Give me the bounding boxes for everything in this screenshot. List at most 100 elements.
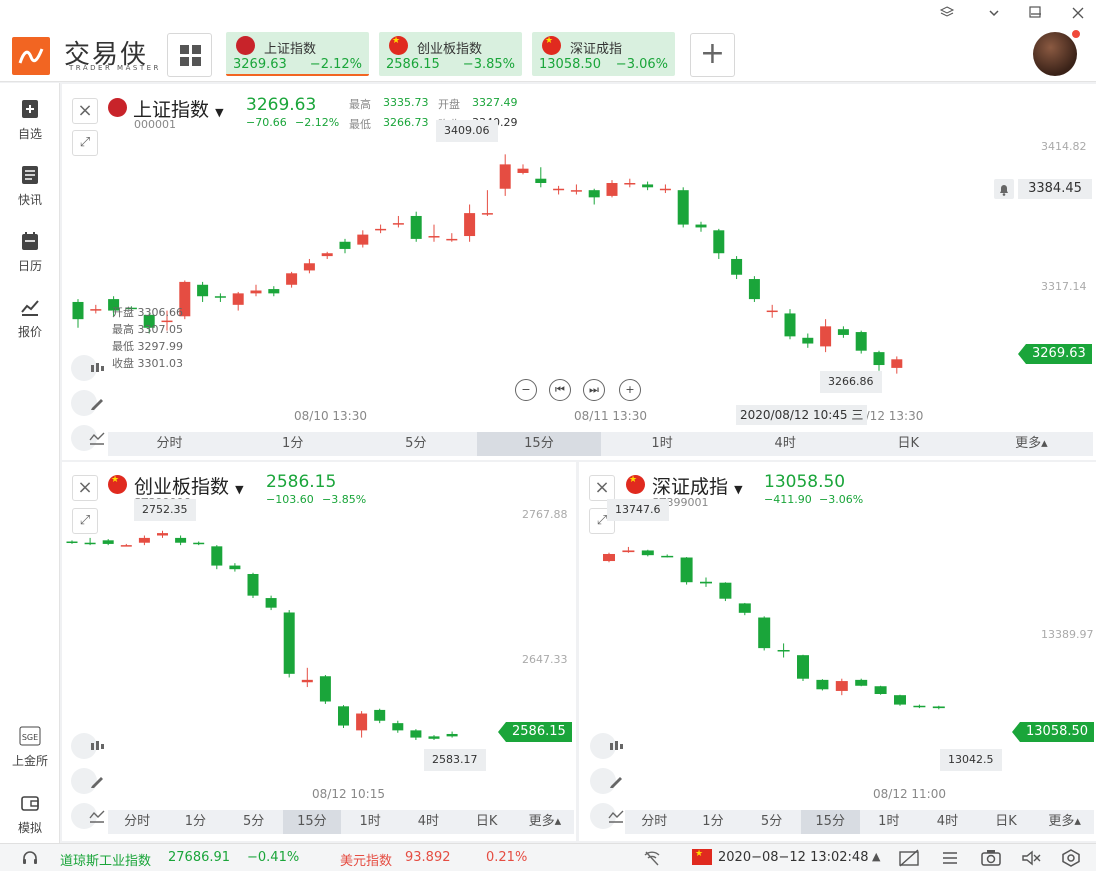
candle-body (624, 183, 636, 185)
period-tab[interactable]: 更多▴ (1015, 436, 1048, 451)
candle-body (410, 730, 422, 738)
period-tab[interactable]: 分时 (124, 814, 151, 829)
scroll-left-button[interactable]: ⏮ (549, 379, 571, 401)
period-tab[interactable]: 5分 (760, 814, 783, 829)
sidebar-item-watchlist[interactable]: 自选 (0, 99, 60, 142)
candle-body (84, 542, 96, 545)
maximize-icon[interactable] (1019, 4, 1041, 22)
period-tab[interactable]: 15分 (477, 432, 601, 456)
main-chart-panel: × ⤢ 上证指数 ▼ 000001 3269.63 −70.66 −2.12% … (62, 84, 1096, 460)
app-name: 交易侠 (64, 40, 149, 70)
period-tab[interactable]: 5分 (405, 436, 427, 451)
index-title[interactable]: 深证成指 ▼ (652, 476, 743, 498)
chevron-down-icon[interactable] (976, 4, 999, 22)
user-avatar[interactable] (1033, 32, 1077, 76)
candle-body (374, 709, 386, 721)
candle-body (232, 293, 244, 305)
period-tab[interactable]: 分时 (156, 436, 183, 451)
period-tab[interactable]: 更多▴ (1048, 814, 1081, 829)
candle-body (855, 332, 867, 351)
candle-body (891, 359, 903, 368)
candlestick-chart[interactable] (62, 84, 1096, 460)
sidebar-item-simulation[interactable]: 模拟 (0, 793, 60, 836)
sidebar-item-quotes[interactable]: 报价 (0, 297, 60, 340)
index-title[interactable]: 创业板指数 ▼ (134, 476, 244, 498)
layout-grid-button[interactable] (167, 33, 212, 77)
period-tab[interactable]: 日K (995, 814, 1017, 829)
candle (211, 545, 223, 570)
zoom-in-button[interactable]: + (619, 379, 641, 401)
period-tab[interactable]: 4时 (936, 814, 959, 829)
period-tab[interactable]: 5分 (242, 814, 265, 829)
index-pct: −3.06% (819, 493, 864, 506)
candle-body (72, 301, 84, 320)
period-tab[interactable]: 1时 (651, 436, 673, 451)
close-window-icon[interactable] (1060, 4, 1084, 22)
app-subtitle: TRADER MASTER (69, 64, 161, 72)
candle (766, 304, 778, 318)
close-panel-button[interactable]: × (589, 475, 615, 501)
period-tab[interactable]: 日K (475, 814, 498, 829)
candle-body (229, 565, 241, 570)
candlestick-chart[interactable] (579, 462, 1096, 841)
dji-pct: −0.41% (247, 850, 300, 865)
sidebar-item-news[interactable]: 快讯 (0, 165, 60, 208)
draw-pen-icon[interactable] (590, 768, 622, 794)
china-flag-icon (108, 475, 127, 494)
index-title[interactable]: 上证指数 ▼ (133, 99, 224, 121)
period-tab[interactable]: 1分 (702, 814, 724, 829)
indicator-icon[interactable] (590, 803, 624, 829)
candle-type-icon[interactable] (71, 355, 104, 381)
candle (499, 154, 511, 196)
candlestick-chart[interactable] (62, 462, 576, 841)
period-tab[interactable]: 1分 (282, 436, 304, 451)
candle-body (748, 279, 760, 300)
expand-icon[interactable]: ⤢ (72, 130, 98, 156)
indicator-icon[interactable] (71, 803, 105, 829)
index-pct: −3.85% (322, 493, 367, 506)
add-tab-button[interactable]: + (690, 33, 735, 77)
candle-type-icon[interactable] (590, 733, 623, 759)
bell-icon[interactable] (994, 179, 1014, 199)
draw-pen-icon[interactable] (71, 390, 103, 416)
draw-pen-icon[interactable] (71, 768, 103, 794)
close-panel-button[interactable]: × (72, 98, 98, 124)
time-label: 08/12 10:15 (312, 787, 385, 801)
period-tab[interactable]: 15分 (800, 810, 860, 834)
minimize-icon[interactable] (1018, 4, 1041, 22)
axis-label: 13389.97 (1041, 628, 1094, 641)
expand-icon[interactable]: ⤢ (72, 508, 98, 534)
sidebar-item-label: 日历 (17, 259, 42, 273)
triangle-up-icon[interactable]: ▲ (872, 850, 881, 863)
alert-price[interactable]: 3384.45 (1018, 179, 1092, 199)
index-code: 000001 (134, 118, 176, 131)
layers-icon[interactable] (929, 4, 955, 22)
period-tab[interactable]: 更多▴ (528, 814, 562, 829)
candle-type-icon[interactable] (71, 733, 104, 759)
tab-shenzhen[interactable]: 深证成指 13058.50 −3.06% (532, 32, 675, 76)
period-tab[interactable]: 15分 (282, 810, 341, 834)
zoom-out-button[interactable]: − (515, 379, 537, 401)
sidebar-item-sge[interactable]: SGE 上金所 (0, 726, 60, 769)
dji-name[interactable]: 道琼斯工业指数 (60, 854, 152, 869)
period-tab[interactable]: 1时 (359, 814, 381, 829)
candle (748, 276, 760, 302)
period-tab[interactable]: 4时 (417, 814, 440, 829)
tab-shanghai[interactable]: 上证指数 3269.63 −2.12% (226, 32, 369, 76)
period-tab[interactable]: 1分 (184, 814, 207, 829)
indicator-icon[interactable] (71, 425, 105, 451)
candle-body (659, 188, 671, 191)
period-tab[interactable]: 分时 (641, 814, 668, 829)
candle-body (175, 537, 187, 543)
tab-chinext[interactable]: 创业板指数 2586.15 −3.85% (379, 32, 522, 76)
candle-body (90, 309, 102, 311)
peak-price-tip: 13747.6 (607, 499, 669, 521)
period-tab[interactable]: 1时 (878, 814, 900, 829)
close-panel-button[interactable]: × (72, 475, 98, 501)
period-tab[interactable]: 日K (897, 436, 920, 451)
sidebar-item-calendar[interactable]: 日历 (0, 231, 60, 274)
scroll-right-button[interactable]: ⏭ (583, 379, 605, 401)
period-tab[interactable]: 4时 (774, 436, 796, 451)
usd-name[interactable]: 美元指数 (340, 854, 393, 869)
candle-body (356, 713, 368, 731)
